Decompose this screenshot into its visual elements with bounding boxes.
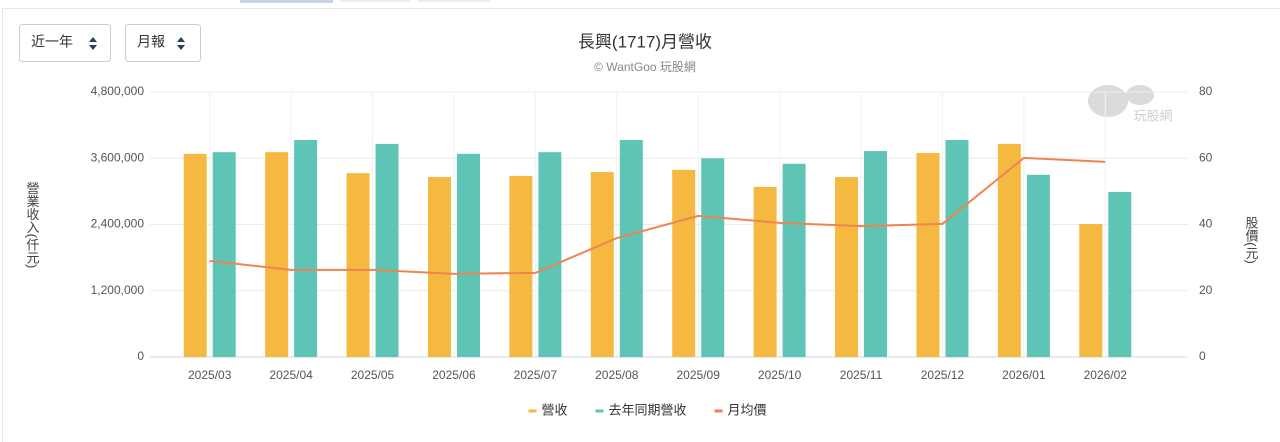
legend-label: 去年同期營收 xyxy=(608,402,686,417)
x-tick-label: 2025/09 xyxy=(677,368,721,382)
x-tick-label: 2025/06 xyxy=(432,368,476,382)
y-tick-label: 1,200,000 xyxy=(91,283,145,297)
range-select[interactable]: 近一年 xyxy=(19,24,111,62)
bar xyxy=(538,152,562,357)
x-tick-label: 2025/04 xyxy=(269,368,313,382)
legend: 營收 去年同期營收 月均價 xyxy=(528,402,767,417)
y2-tick-label: 80 xyxy=(1199,84,1213,98)
x-tick-label: 2025/05 xyxy=(351,368,395,382)
select-caret[interactable] xyxy=(89,37,97,50)
y2-axis-title: 股價(元) xyxy=(1244,216,1259,264)
y-tick-label: 2,400,000 xyxy=(91,217,145,231)
y-tick-label: 3,600,000 xyxy=(91,150,145,164)
watermark-logo xyxy=(1088,85,1128,117)
bar xyxy=(619,140,643,357)
y-tick-label: 4,800,000 xyxy=(91,84,145,98)
bar xyxy=(294,140,318,357)
bar xyxy=(375,143,399,357)
select-text[interactable]: 月報 xyxy=(137,34,165,50)
bar xyxy=(1026,174,1050,357)
bar xyxy=(1108,191,1132,357)
x-tick-label: 2026/01 xyxy=(1002,368,1046,382)
x-tick-label: 2025/03 xyxy=(188,368,232,382)
y2-tick-label: 0 xyxy=(1199,349,1206,363)
tab[interactable] xyxy=(240,0,333,3)
select-box[interactable] xyxy=(125,24,201,62)
select-box[interactable] xyxy=(19,24,111,62)
x-tick-label: 2025/07 xyxy=(514,368,558,382)
y2-tick-label: 60 xyxy=(1199,150,1213,164)
x-tick-label: 2025/11 xyxy=(840,368,883,382)
chart-title: 長興(1717)月營收 xyxy=(578,32,712,51)
x-tick-label: 2025/08 xyxy=(595,368,639,382)
bar xyxy=(590,172,614,357)
select-text[interactable]: 近一年 xyxy=(31,34,73,50)
legend-label: 營收 xyxy=(541,402,567,417)
bar xyxy=(212,152,236,357)
watermark: 玩股網 xyxy=(1088,85,1173,123)
bar xyxy=(835,177,859,357)
bar xyxy=(456,153,480,357)
bar xyxy=(509,175,533,357)
tab[interactable] xyxy=(418,0,490,2)
watermark-logo xyxy=(1126,85,1154,105)
bar xyxy=(701,158,725,357)
bar xyxy=(183,153,207,357)
legend-label: 月均價 xyxy=(728,402,767,417)
bar xyxy=(753,186,777,357)
y-axis-title: 營業收入(仟元) xyxy=(25,182,40,269)
bar xyxy=(916,153,940,357)
watermark-text: 玩股網 xyxy=(1133,108,1172,123)
bar xyxy=(997,143,1021,357)
tab[interactable] xyxy=(340,0,410,2)
bar xyxy=(864,151,888,357)
bar xyxy=(265,152,289,357)
bar xyxy=(782,163,806,357)
chart-subtitle: © WantGoo 玩股網 xyxy=(594,60,696,74)
x-tick-label: 2025/10 xyxy=(758,368,802,382)
bar xyxy=(1079,223,1103,357)
bar xyxy=(945,140,969,357)
y2-tick-label: 40 xyxy=(1199,217,1213,231)
x-tick-label: 2026/02 xyxy=(1084,368,1128,382)
period-select[interactable]: 月報 xyxy=(125,24,201,62)
bar xyxy=(672,169,696,357)
line xyxy=(209,156,1106,275)
bar xyxy=(427,177,451,357)
bar xyxy=(346,173,370,357)
x-tick-label: 2025/12 xyxy=(921,368,965,382)
y2-tick-label: 20 xyxy=(1199,283,1213,297)
y-tick-label: 0 xyxy=(137,349,144,363)
select-caret[interactable] xyxy=(177,37,185,50)
